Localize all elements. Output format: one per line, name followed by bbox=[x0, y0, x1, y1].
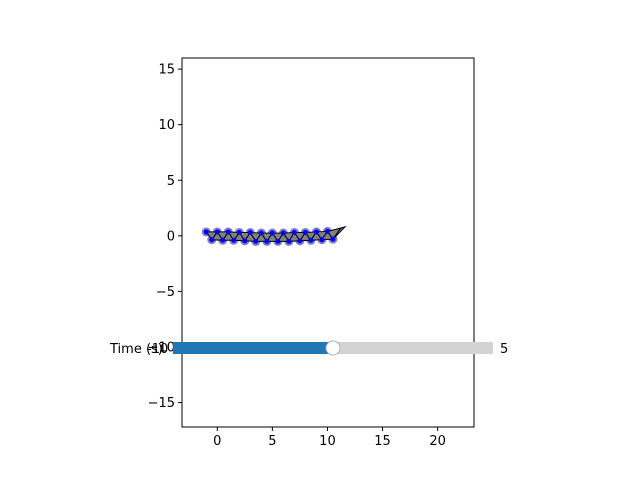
y-tick-label: 15 bbox=[158, 63, 175, 78]
mesh-node bbox=[280, 230, 286, 236]
slider-filled bbox=[173, 342, 333, 354]
mesh-node bbox=[258, 230, 264, 236]
mesh-node bbox=[291, 229, 297, 235]
axes-frame bbox=[181, 57, 475, 428]
mesh-node bbox=[247, 229, 253, 235]
x-tick-label: 0 bbox=[213, 434, 221, 449]
mesh-node bbox=[236, 229, 242, 235]
mesh-node bbox=[225, 229, 231, 235]
mesh-node bbox=[308, 237, 314, 243]
x-tick-label: 5 bbox=[268, 434, 276, 449]
mesh-node bbox=[313, 229, 319, 235]
y-tick-label: −15 bbox=[148, 396, 175, 411]
mesh-node bbox=[297, 238, 303, 244]
plot-area bbox=[201, 225, 347, 246]
mesh-node bbox=[209, 237, 215, 243]
mesh-node bbox=[214, 229, 220, 235]
mesh-node bbox=[264, 238, 270, 244]
mesh-node bbox=[231, 237, 237, 243]
x-tick-label: 10 bbox=[319, 434, 336, 449]
mesh-node bbox=[275, 238, 281, 244]
mesh-node bbox=[253, 238, 259, 244]
y-tick-label: 5 bbox=[167, 174, 175, 189]
y-tick-label: −5 bbox=[156, 285, 175, 300]
y-tick-label: 0 bbox=[167, 229, 175, 244]
y-tick-label: 10 bbox=[158, 118, 175, 133]
y-axis-ticks: −15 −10 −5 0 5 10 15 bbox=[148, 63, 182, 411]
time-slider[interactable]: Time (s) -10 5 bbox=[109, 340, 508, 357]
slider-value: 5 bbox=[500, 342, 508, 357]
x-axis-ticks: 0 5 10 15 20 bbox=[213, 427, 446, 449]
x-tick-label: 15 bbox=[374, 434, 391, 449]
mesh-node bbox=[302, 229, 308, 235]
mesh-tip-element bbox=[332, 225, 347, 240]
mesh-node bbox=[330, 236, 336, 242]
mesh-node bbox=[242, 238, 248, 244]
mesh-node bbox=[319, 237, 325, 243]
slider-min-text: -10 bbox=[147, 342, 168, 357]
mesh-node bbox=[269, 230, 275, 236]
y-tick-label: −10 bbox=[148, 340, 175, 355]
slider-handle[interactable] bbox=[325, 340, 341, 356]
mesh-node bbox=[286, 238, 292, 244]
mesh-node bbox=[220, 237, 226, 243]
mesh-node bbox=[324, 228, 330, 234]
mesh-node bbox=[203, 229, 209, 235]
x-tick-label: 20 bbox=[429, 434, 446, 449]
slider-label: Time (s) bbox=[109, 342, 163, 357]
